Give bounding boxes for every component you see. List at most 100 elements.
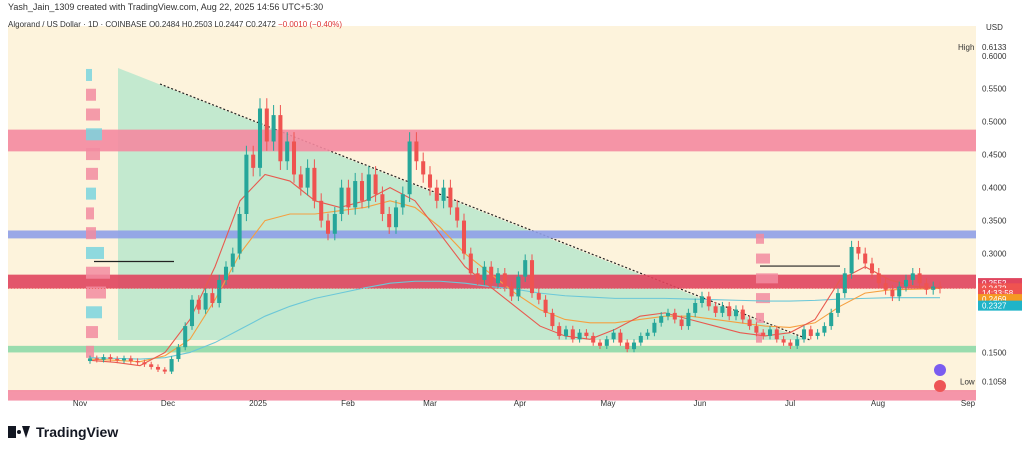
- candle: [366, 166, 371, 209]
- high-value: H0.2503: [181, 20, 213, 29]
- y-tick-label: 0.4500: [982, 151, 1007, 160]
- volume-profile-bar: [86, 148, 100, 161]
- candle: [176, 344, 181, 362]
- candle: [910, 267, 915, 286]
- candle: [87, 355, 93, 364]
- price-axis: [976, 0, 1024, 420]
- candle: [849, 240, 854, 279]
- price-tag: [978, 288, 1022, 299]
- candle: [584, 329, 589, 340]
- candle-body: [597, 342, 603, 346]
- price-tag-label: 14:33:58: [982, 289, 1014, 298]
- candle-body: [155, 366, 161, 370]
- candle-body: [169, 359, 174, 372]
- volume-profile-bar: [86, 187, 96, 200]
- price-tag: [978, 294, 1022, 305]
- volume-profile-bar: [756, 273, 778, 284]
- candle: [863, 247, 868, 270]
- currency-label: USD: [986, 23, 1003, 32]
- candle: [346, 179, 351, 215]
- tradingview-logo-icon: [8, 426, 30, 438]
- candle: [774, 325, 779, 343]
- candle: [536, 288, 541, 305]
- x-tick-label: May: [600, 399, 615, 408]
- x-tick-label: Feb: [341, 399, 355, 408]
- candle-body: [339, 187, 344, 214]
- candle-body: [747, 319, 752, 327]
- candle-body: [291, 141, 297, 175]
- candle: [380, 186, 385, 222]
- candle: [931, 281, 936, 295]
- candle-body: [761, 332, 766, 336]
- candle-body: [495, 273, 501, 284]
- candle-body: [781, 339, 786, 343]
- candle-body: [468, 253, 473, 274]
- candle: [325, 213, 331, 241]
- ma-short-line: [89, 173, 941, 367]
- candle: [115, 356, 120, 364]
- candle: [869, 257, 875, 279]
- candle: [230, 247, 235, 273]
- candle: [434, 179, 439, 209]
- candle-body: [230, 253, 235, 267]
- candle-body: [706, 296, 711, 307]
- candle-body: [795, 339, 800, 346]
- candle-body: [359, 181, 365, 201]
- candle-body: [733, 309, 739, 317]
- candle-body: [577, 332, 582, 340]
- volume-profile-bar: [756, 332, 762, 343]
- candle: [414, 132, 419, 170]
- brand-name: TradingView: [36, 424, 119, 440]
- zone-resistance-top: [8, 129, 976, 152]
- candle: [339, 179, 344, 222]
- candle: [543, 295, 548, 318]
- candle: [237, 206, 242, 260]
- x-tick-label: 2025: [249, 399, 267, 408]
- candle-body: [631, 342, 637, 350]
- candle-body: [427, 174, 433, 188]
- volume-profile-bar: [86, 207, 94, 220]
- candle-body: [264, 108, 269, 142]
- candle-body: [400, 194, 405, 208]
- x-tick-label: Apr: [514, 399, 527, 408]
- candle-body: [325, 220, 331, 234]
- candle-body: [380, 194, 385, 214]
- tradingview-brand[interactable]: TradingView: [8, 424, 118, 440]
- candle: [135, 358, 140, 366]
- candle-body: [482, 266, 487, 280]
- price-chart[interactable]: USD 0.6000 0.5500 0.5000 0.4500 0.4000 0.3500 0…: [0, 0, 1024, 420]
- candle: [155, 364, 161, 373]
- candle-body: [421, 161, 426, 175]
- candle: [720, 301, 725, 318]
- candle-body: [652, 322, 657, 333]
- candle: [441, 179, 446, 209]
- candle: [727, 301, 732, 321]
- candle-body: [543, 299, 548, 313]
- candle: [94, 355, 99, 363]
- candle: [298, 166, 303, 196]
- candle: [917, 267, 922, 289]
- candle-body: [94, 358, 99, 360]
- candle-body: [121, 358, 127, 361]
- candle-body: [101, 357, 106, 360]
- candle: [217, 274, 222, 308]
- candle: [461, 213, 467, 260]
- candle: [251, 145, 256, 177]
- low-value: 0.1058: [982, 378, 1007, 387]
- candle-body: [693, 303, 698, 313]
- candle: [387, 206, 392, 234]
- candle: [604, 335, 609, 350]
- volume-profile-bar: [86, 266, 110, 279]
- candle-body: [897, 286, 902, 297]
- y-tick-label: 0.1500: [982, 348, 1007, 357]
- candle-body: [387, 214, 392, 228]
- candle-body: [149, 364, 154, 367]
- candle-body: [557, 326, 562, 336]
- candle: [101, 354, 106, 363]
- y-tick-label: 0.5000: [982, 118, 1007, 127]
- candle: [142, 359, 147, 367]
- candle-body: [740, 309, 745, 320]
- candle-body: [244, 154, 249, 214]
- candle: [767, 325, 773, 340]
- candle-body: [774, 329, 779, 340]
